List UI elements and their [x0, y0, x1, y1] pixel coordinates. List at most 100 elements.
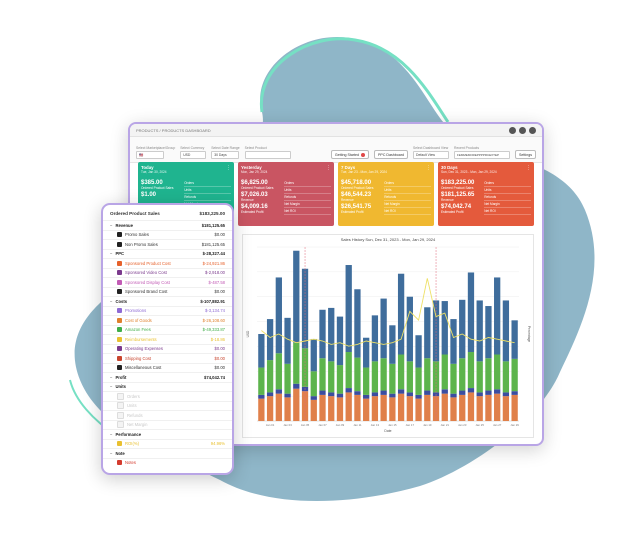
- more-icon[interactable]: ⋮: [526, 165, 531, 171]
- dashboard-window: PRODUCTS / PRODUCTS DASHBOARD Select Mar…: [128, 122, 544, 446]
- panel-item[interactable]: Promo Sales $0.00: [103, 229, 232, 240]
- product-select[interactable]: [244, 151, 291, 159]
- marketplace-select[interactable]: 🇺🇸: [136, 151, 164, 159]
- settings-button[interactable]: Settings: [515, 150, 536, 159]
- collapse-icon[interactable]: −: [110, 431, 113, 437]
- performance-row[interactable]: − Performance: [103, 429, 232, 439]
- profit-row[interactable]: − Profit $74,042.74: [103, 372, 232, 382]
- checkbox-icon[interactable]: [117, 355, 122, 361]
- card-7-days[interactable]: 7 Days Tue, Jan 23 - Mon, Jan 29, 2024 ⋮…: [338, 162, 434, 226]
- collapse-icon[interactable]: −: [110, 298, 113, 304]
- checkbox-icon[interactable]: [117, 232, 122, 238]
- note-row[interactable]: − Note: [103, 448, 232, 458]
- x-tick-label: Jan 17: [406, 423, 415, 427]
- currency-select[interactable]: USD: [180, 151, 207, 159]
- x-tick-label: Jan 15: [388, 423, 397, 427]
- bar-sales: [450, 319, 457, 364]
- getting-started-button[interactable]: Getting Started: [330, 150, 370, 159]
- panel-item[interactable]: Sponsored Video Cost $-2,918.00: [103, 267, 232, 278]
- checkbox-icon[interactable]: [117, 336, 122, 342]
- unchecked-checkbox-icon[interactable]: [117, 392, 124, 400]
- checkbox-icon[interactable]: [117, 260, 122, 266]
- panel-item[interactable]: Orders: [103, 391, 232, 401]
- collapse-icon[interactable]: −: [110, 384, 113, 390]
- bar-cost: [476, 396, 483, 421]
- breadcrumb[interactable]: PRODUCTS / PRODUCTS DASHBOARD: [136, 127, 211, 133]
- collapse-icon[interactable]: −: [110, 251, 113, 257]
- x-axis-label: Date: [384, 429, 391, 433]
- ordered-sales-label: Ordered Product Sales: [110, 211, 160, 216]
- ppc-dashboard-button[interactable]: PPC Dashboard: [374, 150, 408, 159]
- view-select[interactable]: Default View: [413, 151, 449, 159]
- info-icon[interactable]: [529, 126, 536, 134]
- more-icon[interactable]: ⋮: [426, 165, 431, 171]
- panel-item-value: $-2,918.00: [204, 270, 225, 276]
- panel-item[interactable]: Sponsored Display Cost $-487.58: [103, 277, 232, 287]
- bar-cost: [441, 393, 448, 421]
- collapse-icon[interactable]: −: [110, 222, 113, 228]
- sales-history-chart: Sales History Sun, Dec 31, 2023 - Mon, J…: [242, 234, 534, 438]
- date-select[interactable]: 30 Days: [211, 151, 240, 159]
- checkbox-icon[interactable]: [117, 308, 122, 314]
- panel-item[interactable]: Sponsored Product Cost $-24,921.86: [103, 258, 232, 268]
- more-icon[interactable]: ⋮: [226, 165, 231, 171]
- panel-item[interactable]: Notes: [103, 457, 232, 468]
- card-30-days[interactable]: 30 Days Sun, Dec 31, 2023 - Mon, Jan 29,…: [438, 162, 534, 226]
- bar-profit: [328, 361, 335, 393]
- checkbox-icon[interactable]: [117, 460, 122, 466]
- panel-item[interactable]: Shipping Cost $0.00: [103, 353, 232, 363]
- panel-item[interactable]: Cost of Goods $-26,108.60: [103, 315, 232, 325]
- ppc-row[interactable]: − PPC $-28,327.44: [103, 248, 232, 259]
- metric-label: Units: [184, 188, 192, 192]
- more-icon[interactable]: ⋮: [326, 165, 331, 171]
- unchecked-checkbox-icon[interactable]: [117, 421, 124, 429]
- bar-sales: [432, 300, 440, 362]
- metric-label: Units: [484, 188, 492, 192]
- bar-profit: [511, 358, 518, 392]
- user-icon[interactable]: [519, 126, 526, 134]
- card-profit-label: Estimated Profit: [441, 210, 464, 214]
- panel-item[interactable]: Miscellaneous Cost $0.00: [103, 362, 232, 373]
- panel-item[interactable]: Amazon Fees $-49,333.87: [103, 324, 232, 335]
- card-profit-value: $4,009.16: [241, 204, 268, 210]
- x-tick-label: Jan 27: [493, 423, 502, 427]
- bar-ppc: [266, 392, 274, 397]
- panel-item[interactable]: Sponsored Brand Cost $0.00: [103, 286, 232, 297]
- checkbox-icon[interactable]: [117, 289, 122, 295]
- panel-item[interactable]: Refunds: [103, 410, 232, 420]
- bar-cost: [310, 399, 317, 421]
- chart-canvas: Jan 01 Jan 03 Jan 05 Jan 07 Jan 09 Jan 11 Jan …: [246, 246, 531, 433]
- bar-profit: [336, 365, 344, 394]
- panel-item[interactable]: Operating Expenses $0.00: [103, 343, 232, 354]
- units-row[interactable]: − Units: [103, 381, 232, 392]
- panel-item[interactable]: Units: [103, 400, 232, 411]
- panel-item[interactable]: Non Promo Sales $181,125.65: [103, 239, 232, 249]
- costs-row[interactable]: − Costs $-107,882.91: [103, 296, 232, 306]
- bar-cost: [345, 392, 352, 421]
- recent-select[interactable]: FEMMEMOREPPPPRCEXTEP: [454, 151, 510, 159]
- revenue-row[interactable]: − Revenue $181,125.65: [103, 220, 232, 230]
- checkbox-icon[interactable]: [117, 441, 122, 447]
- card-yesterday[interactable]: Yesterday Mon, Jan 29, 2024 ⋮ $6,825.00 …: [238, 162, 334, 226]
- collapse-icon[interactable]: −: [110, 450, 113, 456]
- panel-item[interactable]: Promotions $-3,134.74: [103, 305, 232, 316]
- checkbox-icon[interactable]: [117, 241, 122, 247]
- checkbox-icon[interactable]: [117, 270, 122, 276]
- checkbox-icon[interactable]: [117, 327, 122, 333]
- panel-item[interactable]: ROI(%) 94.96%: [103, 438, 232, 449]
- checkbox-icon[interactable]: [117, 317, 122, 323]
- checkbox-icon[interactable]: [117, 365, 122, 371]
- unchecked-checkbox-icon[interactable]: [117, 411, 124, 419]
- panel-item[interactable]: Net Margin: [103, 419, 232, 430]
- panel-item-label: Amazon Fees: [125, 327, 151, 333]
- metric-label: Refunds: [184, 195, 197, 199]
- checkbox-icon[interactable]: [117, 279, 122, 285]
- chat-icon[interactable]: [509, 126, 516, 134]
- checkbox-icon[interactable]: [117, 346, 122, 352]
- bar-ppc: [284, 393, 291, 398]
- collapse-icon[interactable]: −: [110, 374, 113, 380]
- panel-item[interactable]: Reimbursements $-18.86: [103, 334, 232, 344]
- unchecked-checkbox-icon[interactable]: [117, 402, 124, 410]
- panel-item-label: Cost of Goods: [125, 317, 152, 323]
- panel-item-label: Operating Expenses: [125, 346, 163, 352]
